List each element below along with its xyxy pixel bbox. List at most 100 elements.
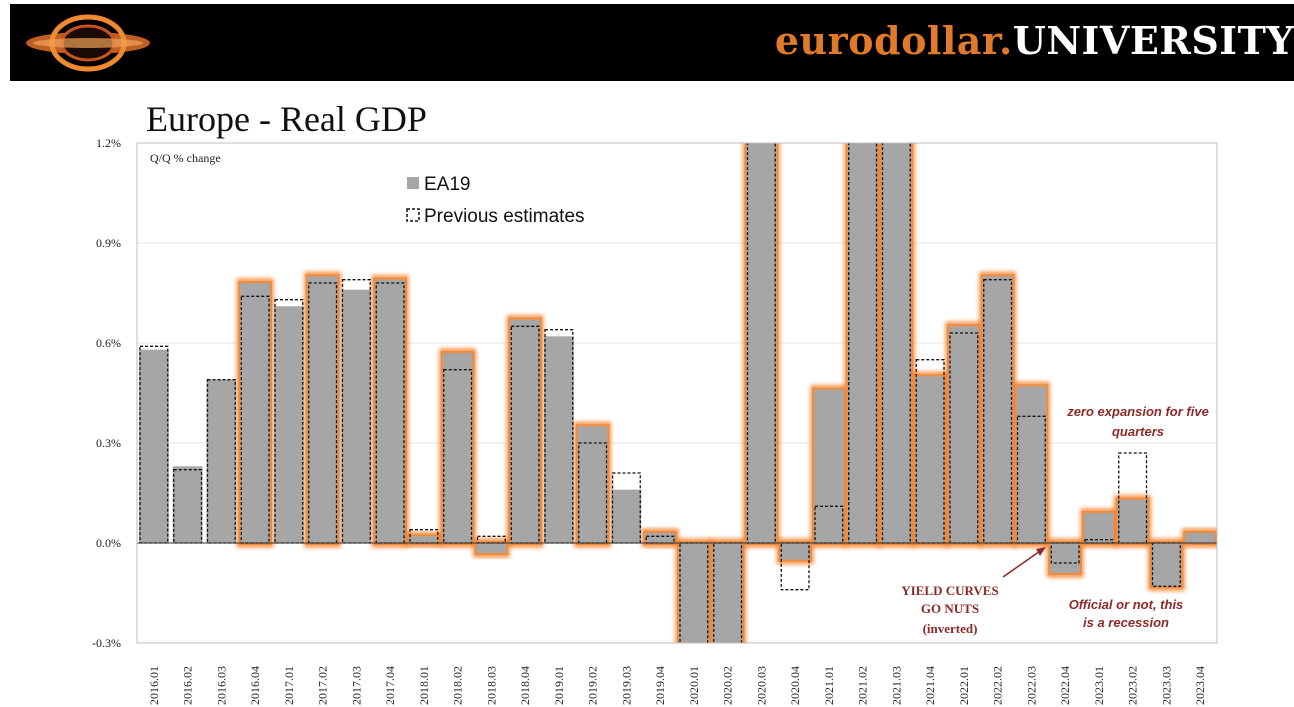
annotation-arrow [1002,548,1044,578]
bar-ea19-2020.04 [780,543,810,560]
x-tick-label: 2018.02 [451,666,465,705]
bar-ea19-2023.03 [1151,543,1182,587]
y-tick-label: 0.9% [96,236,121,250]
brand-part-1: eurodollar. [774,18,1013,63]
bar-previous-2019.04 [645,535,675,544]
y-axis-label: Q/Q % change [150,151,221,165]
bar-previous-2021.04 [915,359,945,544]
x-tick-label: 2020.02 [721,666,735,705]
bar-ea19-2022.03 [1016,386,1047,543]
bar-ea19-2018.02 [442,353,473,543]
x-tick-label: 2022.04 [1058,666,1072,705]
bar-ea19-2023.02 [1117,499,1148,543]
legend-swatch-previous [406,208,420,222]
y-tick-label: 0.6% [96,336,121,350]
bar-ea19-2016.04 [240,283,270,543]
x-tick-label: 2017.02 [316,666,330,705]
x-tick-label: 2023.01 [1092,666,1106,705]
bar-previous-2016.02 [173,469,203,544]
bar-ea19-2022.01 [949,326,979,543]
bar-ea19-2019.03 [611,489,642,543]
chart-title: Europe - Real GDP [146,99,427,139]
x-tick-label: 2021.04 [923,666,937,705]
recession-annotation-line-1: Official or not, this [1069,597,1184,612]
bar-ea19-2020.03 [746,143,777,543]
bar-previous-2021.03 [881,143,911,544]
bar-previous-2021.01 [814,505,844,544]
bar-previous-2022.04 [1050,542,1080,564]
x-tick-label: 2016.02 [181,666,195,705]
bar-previous-2020.01 [679,542,709,643]
x-tick-label: 2023.02 [1126,666,1140,705]
bar-previous-2016.04 [240,295,270,544]
bar-previous-2020.03 [746,143,776,544]
bar-previous-2018.03 [476,535,506,544]
x-tick-label: 2017.03 [349,666,363,705]
brand-part-2: UNIVERSITY [1012,18,1294,63]
bar-previous-2018.02 [443,369,473,544]
bar-previous-2016.03 [206,379,236,544]
bar-previous-2018.01 [409,529,439,544]
zero-annotation-line-1: zero expansion for five [1066,404,1209,419]
bar-ea19-2021.01 [814,389,844,543]
bar-ea19-2021.03 [881,143,912,543]
bar-previous-2020.02 [713,542,743,643]
bar-ea19-2018.04 [510,319,540,543]
bar-ea19-2021.02 [847,143,878,543]
yield-annotation-line-2: GO NUTS [921,601,979,616]
y-tick-label: 0.0% [96,536,121,550]
yield-annotation-line-3: (inverted) [923,621,978,636]
x-tick-label: 2017.01 [282,666,296,705]
x-tick-label: 2022.03 [1024,666,1038,705]
bar-ea19-2020.01 [679,543,709,643]
x-tick-label: 2016.04 [248,666,262,705]
bar-ea19-2019.04 [645,533,675,543]
bar-previous-2020.04 [780,542,810,591]
x-tick-label: 2020.01 [687,666,701,705]
x-tick-label: 2017.04 [383,666,397,705]
legend: EA19 Previous estimates [406,174,585,227]
annotation-arrowhead [1036,547,1046,556]
x-tick-label: 2020.04 [788,666,802,705]
x-tick-label: 2021.03 [889,666,903,705]
bar-ea19-2022.04 [1050,543,1080,573]
bar-previous-2022.02 [983,279,1013,544]
x-tick-label: 2022.02 [991,666,1005,705]
x-tick-label: 2019.04 [653,666,667,705]
x-tick-label: 2018.03 [484,666,498,705]
legend-swatch-ea19 [407,177,419,189]
bar-ea19-2018.03 [476,543,507,553]
recession-annotation-line-2: is a recession [1083,615,1169,630]
x-tick-label: 2023.04 [1193,666,1207,705]
eurodollar-logo [26,14,150,72]
x-tick-label: 2018.01 [417,666,431,705]
x-tick-label: 2019.03 [619,666,633,705]
yield-annotation-line-1: YIELD CURVES [901,583,998,598]
bar-previous-2017.01 [274,299,304,544]
bar-ea19-2017.02 [307,276,338,543]
bar-ea19-2018.01 [409,536,439,543]
bar-ea19-2019.02 [577,426,608,543]
x-tick-label: 2016.01 [147,666,161,705]
x-tick-label: 2016.03 [214,666,228,705]
bar-previous-2017.03 [341,279,371,544]
bar-ea19-2022.02 [982,276,1013,543]
x-tick-label: 2021.01 [822,666,836,705]
x-tick-label: 2019.01 [552,666,566,705]
y-tick-label: 0.3% [96,436,121,450]
bar-ea19-2016.01 [139,349,169,543]
bar-ea19-2023.01 [1084,513,1114,543]
legend-ea19: EA19 [424,174,470,195]
annotation-zero-expansion: zero expansion for five quarters [1066,404,1209,439]
brand-title: eurodollar.UNIVERSITY [775,18,1294,63]
x-tick-label: 2022.01 [957,666,971,705]
bar-previous-2016.01 [139,345,169,544]
y-tick-label: -0.3% [92,636,121,650]
zero-annotation-line-2: quarters [1112,424,1164,439]
bar-previous-2018.04 [510,325,540,544]
plot-frame [136,142,1218,644]
header-bar: eurodollar.UNIVERSITY [10,4,1294,81]
bar-ea19-2019.01 [544,336,574,543]
bar-ea19-2017.04 [375,279,405,543]
